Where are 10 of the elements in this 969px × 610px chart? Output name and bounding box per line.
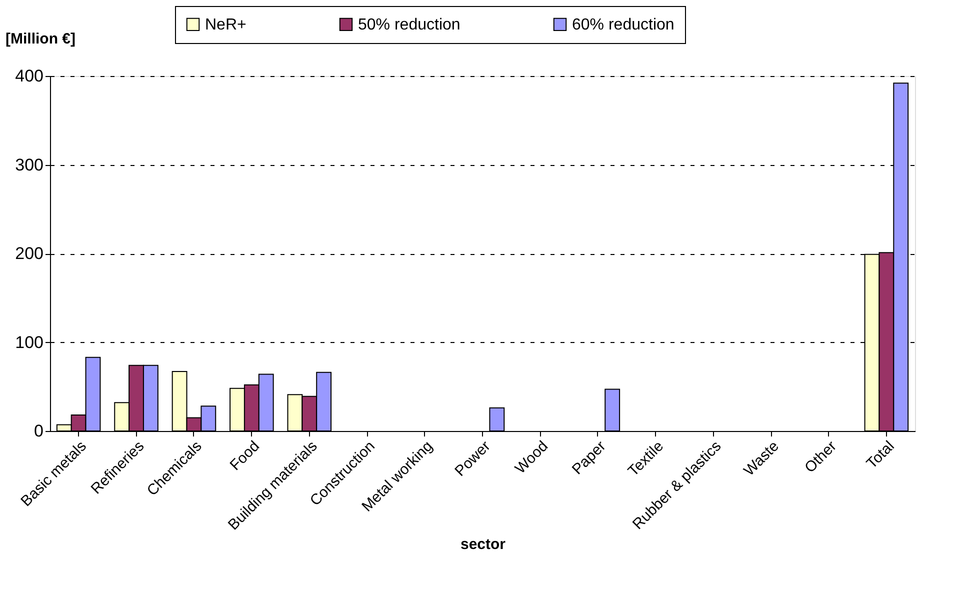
y-tick-label: 400 bbox=[15, 66, 44, 86]
y-axis-title: [Million €] bbox=[6, 30, 76, 48]
y-tick-label: 300 bbox=[15, 155, 44, 174]
y-tick-label: 0 bbox=[34, 422, 44, 440]
x-axis-title: sector bbox=[460, 536, 506, 553]
legend-label: 60% reduction bbox=[572, 16, 674, 34]
y-tick-label: 200 bbox=[15, 244, 44, 263]
legend-label: 50% reduction bbox=[358, 16, 460, 34]
legend-label: NeR+ bbox=[205, 16, 246, 34]
y-tick-label: 100 bbox=[15, 332, 44, 352]
